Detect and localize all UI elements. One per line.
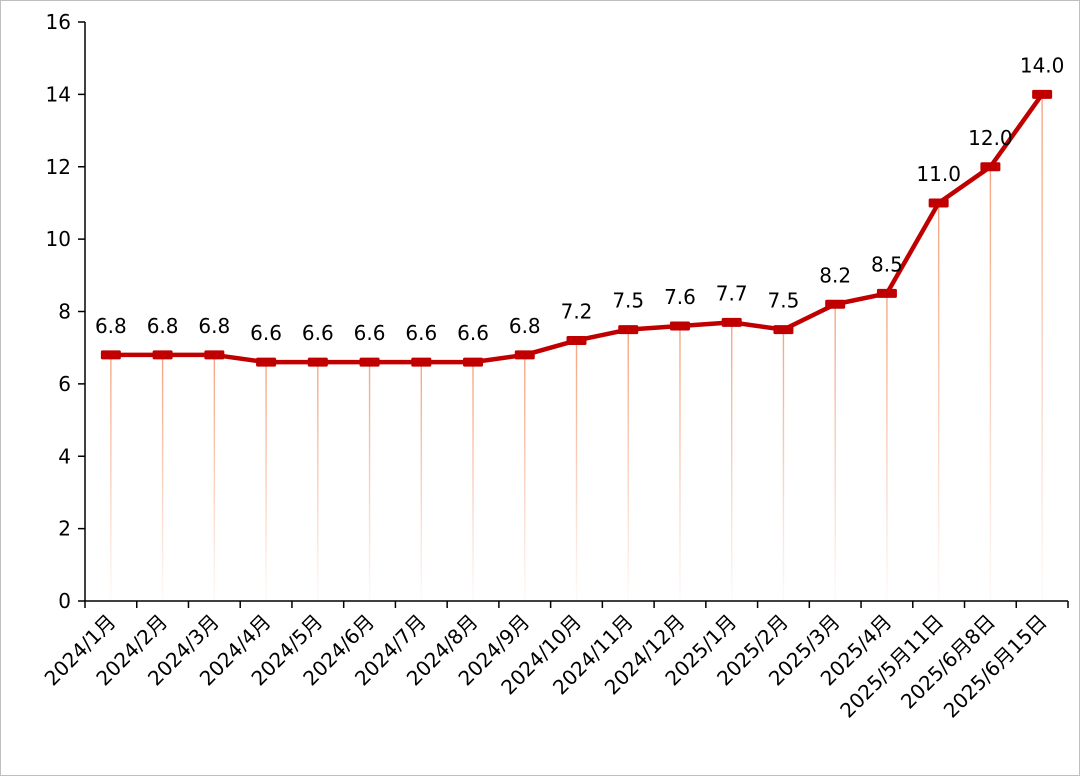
data-point (152, 350, 173, 360)
data-label: 11.0 (916, 162, 961, 186)
data-point (825, 299, 846, 309)
data-label: 7.5 (612, 289, 644, 313)
data-point (773, 325, 794, 335)
data-label: 6.6 (457, 321, 489, 345)
drop-line (679, 325, 681, 601)
y-tick-label: 4 (58, 444, 71, 468)
drop-line (161, 354, 164, 601)
series (100, 89, 1053, 367)
data-point (1032, 89, 1053, 99)
y-tick-label: 6 (58, 372, 71, 396)
data-label: 6.6 (354, 321, 386, 345)
data-label: 6.8 (509, 314, 541, 338)
data-label: 8.5 (871, 252, 903, 276)
y-tick-label: 10 (46, 227, 71, 251)
data-point (876, 288, 897, 298)
y-tick-label: 14 (46, 82, 71, 106)
data-point (618, 325, 639, 335)
data-label: 6.6 (302, 321, 334, 345)
data-label: 7.6 (664, 285, 696, 309)
drop-line (368, 362, 371, 601)
data-point (307, 357, 328, 367)
data-point (928, 198, 949, 208)
data-label: 6.6 (250, 321, 282, 345)
data-point (980, 162, 1001, 172)
drop-line (472, 362, 474, 601)
drop-line (317, 362, 319, 601)
data-label: 6.8 (147, 314, 179, 338)
drop-line (213, 354, 216, 601)
y-tick-label: 8 (58, 300, 71, 324)
drop-line (937, 202, 940, 601)
data-point (669, 321, 690, 331)
data-point (514, 350, 535, 360)
drop-line (782, 329, 785, 601)
data-point (204, 350, 225, 360)
drop-line (575, 340, 578, 601)
data-point (566, 335, 587, 345)
data-label: 7.7 (716, 281, 748, 305)
data-point (359, 357, 380, 367)
drop-line (886, 293, 888, 601)
drop-line (420, 362, 422, 601)
data-label: 6.6 (405, 321, 437, 345)
drop-line (1041, 94, 1043, 601)
drop-line (110, 354, 112, 601)
data-label: 14.0 (1020, 53, 1065, 77)
axes: 02468101214162024/1月2024/2月2024/3月2024/4… (40, 10, 1069, 723)
drop-lines (110, 94, 1043, 601)
data-point (100, 350, 121, 360)
y-tick-label: 16 (46, 10, 71, 34)
data-label: 12.0 (968, 126, 1013, 150)
data-label: 7.5 (768, 289, 800, 313)
drop-line (265, 362, 267, 601)
y-tick-label: 2 (58, 517, 71, 541)
data-point (411, 357, 432, 367)
data-labels: 6.8 6.8 6.8 6.6 6.6 6.6 6.6 6.6 6.8 7.2 7.5 7.6 7.7 7… (95, 53, 1064, 345)
data-label: 8.2 (819, 263, 851, 287)
drop-line (731, 322, 733, 601)
y-tick-label: 12 (46, 155, 71, 179)
data-label: 7.2 (561, 299, 593, 323)
drop-line (524, 354, 526, 601)
y-tick-label: 0 (58, 589, 71, 613)
drop-line (989, 166, 992, 601)
data-label: 6.8 (198, 314, 230, 338)
data-label: 6.8 (95, 314, 127, 338)
data-point (721, 317, 742, 327)
drop-line (834, 304, 836, 601)
data-point (256, 357, 277, 367)
data-point (463, 357, 484, 367)
drop-line (627, 329, 629, 601)
